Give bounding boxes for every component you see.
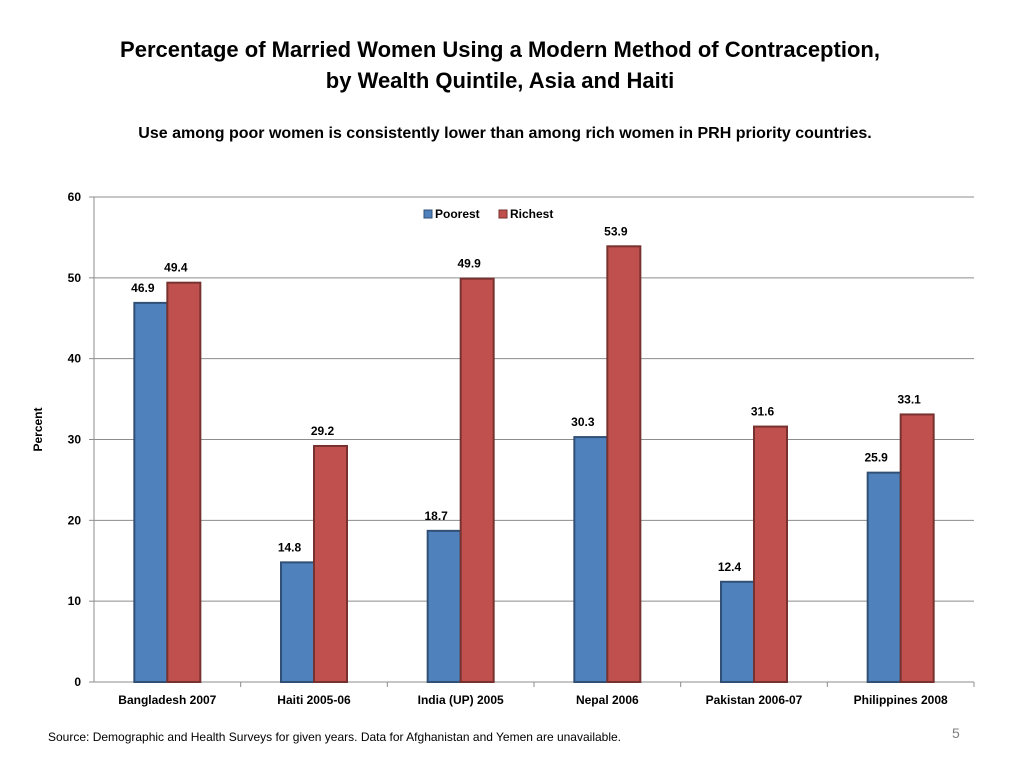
- y-tick-label: 20: [68, 513, 82, 527]
- bar-poorest: [280, 561, 315, 683]
- y-tick-label: 10: [68, 594, 82, 608]
- data-label: 33.1: [897, 392, 921, 406]
- bar-richest: [313, 444, 348, 684]
- bar-richest: [166, 281, 202, 683]
- data-label: 12.4: [718, 560, 742, 574]
- x-tick-label: India (UP) 2005: [418, 693, 504, 707]
- x-tick-label: Pakistan 2006-07: [706, 693, 803, 707]
- bar-poorest: [426, 529, 462, 684]
- legend-label-richest: Richest: [510, 207, 553, 221]
- title-line-2: by Wealth Quintile, Asia and Haiti: [325, 68, 675, 93]
- data-label: 25.9: [864, 451, 888, 465]
- data-label: 14.8: [278, 540, 302, 554]
- source-note: Source: Demographic and Health Surveys f…: [48, 730, 622, 744]
- bar-richest: [899, 413, 935, 683]
- data-label: 53.9: [604, 224, 628, 238]
- x-tick-label: Nepal 2006: [576, 693, 639, 707]
- data-label: 46.9: [131, 281, 155, 295]
- chart-title: Percentage of Married Women Using a Mode…: [0, 34, 1000, 96]
- y-axis-label: Percent: [31, 407, 45, 451]
- bar-richest: [753, 425, 788, 684]
- y-tick-label: 40: [68, 352, 82, 366]
- page-number: 5: [952, 725, 960, 741]
- y-tick-label: 0: [74, 675, 81, 689]
- bar-poorest: [720, 580, 755, 683]
- legend-label-poorest: Poorest: [435, 207, 480, 221]
- data-label: 18.7: [424, 509, 448, 523]
- data-label: 29.2: [311, 424, 335, 438]
- data-label: 49.4: [164, 261, 188, 275]
- data-label: 30.3: [571, 415, 595, 429]
- legend-swatch-poorest: [423, 209, 433, 219]
- x-tick-label: Haiti 2005-06: [277, 693, 351, 707]
- bar-poorest: [573, 436, 609, 684]
- legend-swatch-richest: [498, 209, 508, 219]
- bar-richest: [606, 245, 642, 684]
- x-tick-label: Bangladesh 2007: [118, 693, 216, 707]
- chart-subtitle: Use among poor women is consistently low…: [138, 125, 872, 142]
- x-tick-label: Philippines 2008: [854, 693, 948, 707]
- bar-poorest: [866, 471, 902, 683]
- bar-poorest: [133, 301, 169, 683]
- y-tick-label: 50: [68, 271, 82, 285]
- data-label: 31.6: [751, 405, 775, 419]
- title-line-1: Percentage of Married Women Using a Mode…: [120, 37, 880, 62]
- y-tick-label: 30: [68, 433, 82, 447]
- y-tick-label: 60: [68, 190, 82, 204]
- data-label: 49.9: [457, 257, 481, 271]
- bar-richest: [459, 277, 495, 683]
